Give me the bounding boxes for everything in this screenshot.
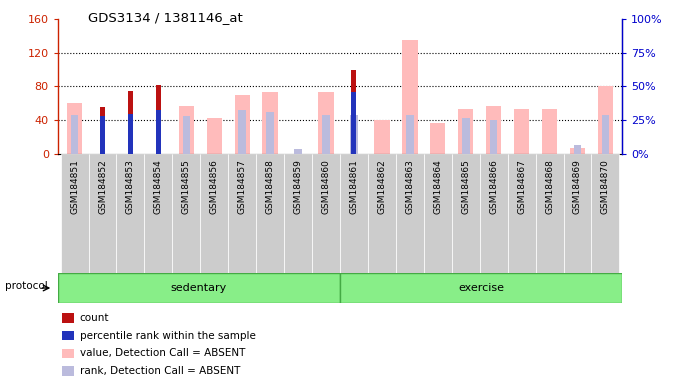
Bar [368, 154, 396, 273]
Bar [479, 154, 508, 273]
Bar [424, 154, 452, 273]
Bar [340, 273, 622, 303]
Bar [350, 115, 358, 154]
Text: GSM184866: GSM184866 [489, 160, 498, 214]
Bar [322, 115, 330, 154]
Bar [542, 109, 557, 154]
Text: GSM184851: GSM184851 [70, 160, 79, 214]
Bar [62, 349, 73, 358]
Text: GSM184858: GSM184858 [266, 160, 275, 214]
Text: exercise: exercise [458, 283, 504, 293]
Bar [61, 154, 88, 273]
Bar [128, 114, 133, 154]
Bar [156, 85, 161, 154]
Text: GSM184852: GSM184852 [98, 160, 107, 214]
Text: GSM184865: GSM184865 [461, 160, 471, 214]
Bar [207, 118, 222, 154]
Bar [374, 120, 390, 154]
Bar [564, 154, 592, 273]
Text: count: count [80, 313, 109, 323]
Bar [570, 148, 585, 154]
Bar [128, 91, 133, 154]
Bar [62, 366, 73, 376]
Bar [144, 154, 172, 273]
Bar [67, 103, 82, 154]
Text: GSM184863: GSM184863 [405, 160, 414, 214]
Text: GSM184859: GSM184859 [294, 160, 303, 214]
Text: sedentary: sedentary [171, 283, 227, 293]
Bar [172, 154, 201, 273]
Bar [508, 154, 536, 273]
Text: GSM184870: GSM184870 [601, 160, 610, 214]
Bar [452, 154, 479, 273]
Text: GSM184869: GSM184869 [573, 160, 582, 214]
Bar [402, 40, 418, 154]
Bar [462, 118, 469, 154]
Bar [100, 116, 105, 154]
Bar [284, 154, 312, 273]
Bar [71, 115, 78, 154]
Text: GSM184857: GSM184857 [238, 160, 247, 214]
Bar [490, 120, 498, 154]
Text: GSM184861: GSM184861 [350, 160, 358, 214]
Bar [267, 112, 274, 154]
Bar [156, 110, 161, 154]
Bar [239, 110, 246, 154]
Bar [100, 108, 105, 154]
Bar [116, 154, 144, 273]
Text: GSM184860: GSM184860 [322, 160, 330, 214]
Text: percentile rank within the sample: percentile rank within the sample [80, 331, 256, 341]
Bar [352, 70, 356, 154]
Bar [514, 109, 529, 154]
Bar [294, 149, 302, 154]
Bar [352, 92, 356, 154]
Bar [256, 154, 284, 273]
Bar [458, 109, 473, 154]
Bar [602, 115, 609, 154]
Text: GSM184864: GSM184864 [433, 160, 442, 214]
Bar [201, 154, 228, 273]
Text: GSM184853: GSM184853 [126, 160, 135, 214]
Bar [406, 115, 413, 154]
Bar [592, 154, 619, 273]
Bar [58, 273, 340, 303]
Bar [396, 154, 424, 273]
Bar [179, 106, 194, 154]
Text: GSM184868: GSM184868 [545, 160, 554, 214]
Text: value, Detection Call = ABSENT: value, Detection Call = ABSENT [80, 348, 245, 358]
Text: protocol: protocol [5, 281, 48, 291]
Bar [228, 154, 256, 273]
Bar [312, 154, 340, 273]
Bar [262, 92, 278, 154]
Bar [340, 154, 368, 273]
Text: GSM184867: GSM184867 [517, 160, 526, 214]
Text: GSM184862: GSM184862 [377, 160, 386, 214]
Bar [536, 154, 564, 273]
Text: rank, Detection Call = ABSENT: rank, Detection Call = ABSENT [80, 366, 240, 376]
Bar [235, 95, 250, 154]
Text: GDS3134 / 1381146_at: GDS3134 / 1381146_at [88, 12, 243, 25]
Text: GSM184854: GSM184854 [154, 160, 163, 214]
Text: GSM184855: GSM184855 [182, 160, 191, 214]
Bar [574, 145, 581, 154]
Bar [486, 106, 501, 154]
Bar [62, 313, 73, 323]
Bar [88, 154, 116, 273]
Bar [430, 122, 445, 154]
Bar [318, 92, 334, 154]
Text: GSM184856: GSM184856 [209, 160, 219, 214]
Bar [182, 116, 190, 154]
Bar [598, 86, 613, 154]
Bar [62, 331, 73, 340]
